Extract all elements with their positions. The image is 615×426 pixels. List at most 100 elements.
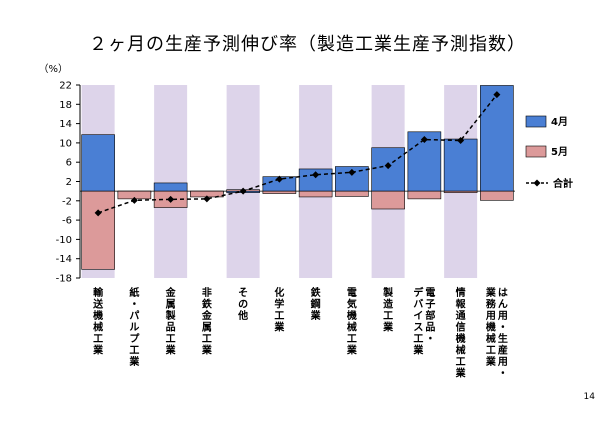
total-point-4 bbox=[239, 187, 247, 195]
bar-may-9 bbox=[407, 190, 442, 200]
category-char: 産 bbox=[498, 344, 508, 357]
total-point-11 bbox=[493, 91, 501, 99]
category-label-7: 電気機械工業 bbox=[346, 287, 358, 357]
category-char: 紙 bbox=[129, 286, 139, 299]
category-label-text: 情報通信機械工業 bbox=[455, 286, 467, 380]
category-char: 業 bbox=[128, 355, 140, 368]
legend-total-label: 合計 bbox=[552, 177, 573, 190]
bar-april-10 bbox=[443, 138, 478, 192]
bar-may-8 bbox=[371, 190, 405, 210]
category-char: 気 bbox=[346, 298, 357, 311]
legend-may-swatch bbox=[525, 145, 547, 158]
bar-may-5 bbox=[262, 190, 297, 194]
category-char: 械 bbox=[486, 332, 496, 345]
category-label-text: 化学工業 bbox=[273, 286, 285, 334]
category-char: ん bbox=[498, 299, 508, 311]
bar-may-11 bbox=[480, 190, 514, 201]
total-point-8 bbox=[384, 162, 392, 170]
category-label-text: 紙・パルプ工業 bbox=[128, 286, 140, 368]
band-4 bbox=[226, 85, 260, 278]
category-char: 品 bbox=[166, 322, 176, 334]
category-char: は bbox=[498, 287, 508, 299]
category-char: 業 bbox=[165, 344, 177, 357]
category-label-text: 電気機械工業 bbox=[346, 287, 358, 357]
y-tick-label-5: 2 bbox=[66, 177, 72, 188]
category-char: 学 bbox=[274, 298, 284, 311]
category-label-11: はん用・生産用・業務用機械工業 bbox=[485, 286, 508, 380]
category-char: ・ bbox=[498, 323, 508, 334]
bar-april-8 bbox=[371, 147, 405, 192]
y-tick-label-3: 10 bbox=[59, 138, 72, 149]
category-char: 機 bbox=[93, 309, 103, 322]
category-char: 造 bbox=[383, 298, 394, 311]
category-char: 機 bbox=[347, 309, 357, 322]
category-label-text: 製造工業 bbox=[382, 286, 394, 334]
category-label-10: 情報通信機械工業 bbox=[455, 286, 467, 380]
bar-may-0 bbox=[81, 190, 115, 270]
category-char: 業 bbox=[382, 321, 394, 334]
category-char: 生 bbox=[498, 332, 508, 345]
y-tick-label-10: -18 bbox=[56, 274, 72, 285]
category-label-text: 電子部品・ bbox=[425, 287, 435, 345]
bar-may-7 bbox=[335, 190, 369, 197]
category-char: 金 bbox=[201, 309, 213, 322]
category-label-3: 非鉄金属工業 bbox=[201, 286, 213, 357]
category-char: ・ bbox=[129, 300, 139, 311]
category-char: 電 bbox=[347, 287, 357, 299]
category-char: 報 bbox=[456, 298, 467, 311]
legend-april-label: 4月 bbox=[551, 116, 568, 128]
category-label-0: 輸送機械工業 bbox=[92, 286, 104, 357]
category-label-text: 非鉄金属工業 bbox=[201, 286, 213, 357]
y-tick-label-7: -6 bbox=[62, 216, 72, 227]
category-label-5: 化学工業 bbox=[273, 286, 285, 334]
category-char: デ bbox=[413, 286, 424, 299]
category-char: 工 bbox=[413, 334, 423, 345]
category-char: 他 bbox=[237, 309, 248, 322]
total-point-10 bbox=[457, 136, 465, 144]
category-char: 情 bbox=[456, 286, 466, 299]
total-point-5 bbox=[275, 175, 283, 183]
category-char: 鉄 bbox=[311, 286, 321, 299]
bar-april-0 bbox=[81, 134, 115, 192]
category-label-9: 電子部品・デバイス工業 bbox=[412, 286, 435, 357]
category-char: 業 bbox=[412, 344, 424, 357]
legend-total-marker bbox=[533, 179, 541, 187]
total-point-2 bbox=[167, 195, 175, 203]
category-char: ス bbox=[413, 322, 423, 334]
category-char: 信 bbox=[456, 321, 466, 334]
category-char: 工 bbox=[93, 334, 103, 345]
category-char: 業 bbox=[346, 344, 358, 357]
bar-may-10 bbox=[443, 190, 478, 193]
total-line bbox=[94, 91, 501, 217]
total-point-6 bbox=[312, 171, 320, 179]
category-label-2: 金属製品工業 bbox=[165, 286, 177, 357]
y-tick-label-6: -2 bbox=[62, 196, 72, 207]
category-char: 工 bbox=[486, 346, 496, 357]
category-char: 業 bbox=[273, 321, 285, 334]
y-tick-label-8: -10 bbox=[56, 235, 72, 246]
category-label-text: その他 bbox=[237, 287, 248, 322]
category-label-8: 製造工業 bbox=[382, 286, 394, 334]
y-unit-label: （%） bbox=[38, 63, 68, 75]
category-char: ・ bbox=[498, 369, 508, 380]
category-char: イ bbox=[413, 310, 423, 322]
category-char: 械 bbox=[93, 321, 103, 334]
legend-april-swatch bbox=[525, 115, 547, 128]
category-char: 機 bbox=[456, 332, 466, 345]
total-point-0 bbox=[94, 209, 102, 217]
category-label-text: デバイス工業 bbox=[412, 286, 424, 357]
category-char: ル bbox=[129, 323, 139, 334]
category-char: 工 bbox=[166, 334, 176, 345]
category-label-text: はん用・生産用・ bbox=[497, 287, 508, 380]
page-number: 14 bbox=[583, 392, 595, 402]
category-char: 送 bbox=[92, 298, 104, 311]
category-char: 用 bbox=[497, 356, 508, 368]
category-char: 業 bbox=[455, 367, 467, 380]
band-2 bbox=[154, 85, 188, 278]
category-label-text: 金属製品工業 bbox=[165, 286, 177, 357]
category-char: 業 bbox=[310, 309, 322, 322]
y-tick-label-4: 6 bbox=[66, 158, 72, 169]
category-label-text: 鉄鋼業 bbox=[310, 286, 322, 322]
total-line-path bbox=[97, 94, 498, 214]
